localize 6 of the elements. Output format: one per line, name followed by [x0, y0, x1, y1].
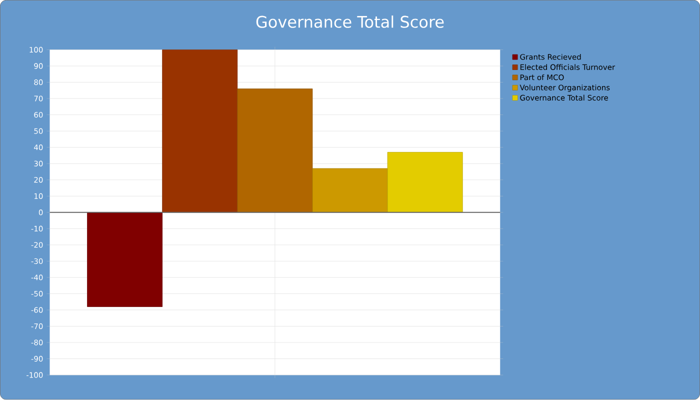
chart-title: Governance Total Score	[256, 16, 444, 28]
bar	[387, 152, 463, 213]
bar	[237, 88, 313, 213]
bar	[87, 212, 163, 308]
bar	[162, 50, 238, 213]
bar	[312, 168, 388, 213]
